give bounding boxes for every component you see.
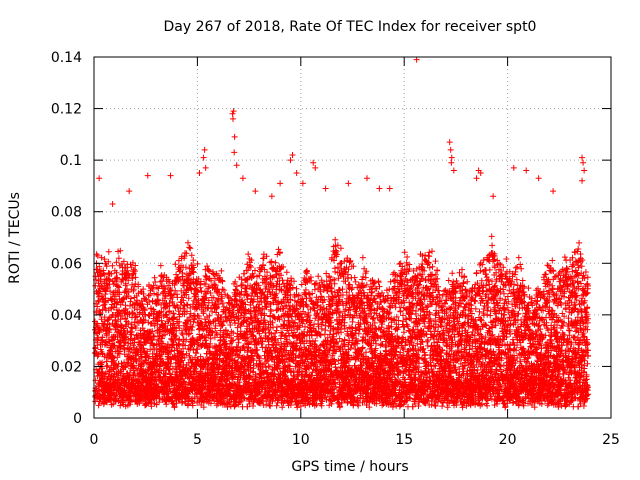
roti-outlier-point: [580, 159, 587, 166]
x-tick-label: 0: [90, 432, 99, 448]
roti-outlier-point: [448, 159, 455, 166]
roti-outlier-point: [231, 133, 238, 140]
chart-title: Day 267 of 2018, Rate Of TEC Index for r…: [164, 19, 537, 35]
roti-outlier-point: [231, 149, 238, 156]
roti-outlier-point: [447, 146, 454, 153]
y-tick-label: 0.08: [51, 205, 82, 221]
y-tick-label: 0: [73, 411, 82, 427]
y-axis-label: ROTI / TECUs: [7, 192, 23, 284]
x-tick-label: 10: [292, 432, 310, 448]
roti-outlier-point: [233, 162, 240, 169]
roti-outlier-point: [312, 164, 319, 171]
roti-outlier-point: [523, 167, 530, 174]
roti-outlier-point: [345, 180, 352, 187]
roti-outlier-point: [446, 139, 453, 146]
y-tick-label: 0.04: [51, 308, 82, 324]
roti-outlier-point: [201, 146, 208, 153]
roti-outlier-point: [126, 188, 133, 195]
y-tick-label: 0.14: [51, 50, 82, 66]
roti-outlier-point: [109, 200, 116, 207]
roti-outlier-point: [289, 151, 296, 158]
roti-outlier-point: [386, 185, 393, 192]
roti-outlier-point: [322, 185, 329, 192]
roti-outlier-point: [363, 175, 370, 182]
roti-outlier-point: [450, 167, 457, 174]
roti-outlier-point: [473, 175, 480, 182]
roti-outlier-point: [287, 157, 294, 164]
roti-outlier-point: [239, 175, 246, 182]
roti-outlier-point: [477, 170, 484, 177]
roti-outlier-point: [200, 154, 207, 161]
y-tick-label: 0.1: [60, 153, 82, 169]
roti-outlier-point: [299, 180, 306, 187]
roti-outlier-point: [376, 185, 383, 192]
roti-outlier-point: [196, 170, 203, 177]
x-tick-label: 25: [602, 432, 620, 448]
x-axis-label: GPS time / hours: [291, 459, 408, 475]
plot-frame: [93, 56, 612, 419]
roti-outlier-point: [448, 154, 455, 161]
roti-outlier-point: [579, 154, 586, 161]
roti-outlier-point: [535, 175, 542, 182]
roti-outlier-point: [202, 164, 209, 171]
y-tick-label: 0.06: [51, 256, 82, 272]
axis-ticks: 0 0.02 0.04 0.06 0.08 0.1 0.12 0.14 0 5 10 15 20 25: [51, 50, 620, 448]
roti-outlier-point: [268, 193, 275, 200]
roti-outlier-point: [413, 56, 420, 63]
x-tick-label: 20: [499, 432, 517, 448]
roti-outlier-point: [579, 177, 586, 184]
roti-outlier-point: [310, 159, 317, 166]
roti-outlier-point: [277, 180, 284, 187]
y-tick-label: 0.02: [51, 359, 82, 375]
y-tick-label: 0.12: [51, 102, 82, 118]
roti-outlier-point: [293, 170, 300, 177]
roti-outlier-point: [490, 193, 497, 200]
roti-outlier-point: [96, 175, 103, 182]
roti-outlier-point: [144, 172, 151, 179]
roti-outlier-point: [167, 172, 174, 179]
roti-outlier-point: [581, 167, 588, 174]
roti-points-band: [91, 233, 592, 411]
roti-outlier-point: [510, 164, 517, 171]
roti-outlier-point: [230, 108, 237, 115]
roti-outlier-point: [550, 188, 557, 195]
roti-outlier-point: [229, 110, 236, 117]
x-tick-label: 5: [193, 432, 202, 448]
roti-outlier-point: [252, 188, 259, 195]
roti-outlier-point: [229, 115, 236, 122]
data-points: [91, 56, 592, 411]
x-tick-label: 15: [395, 432, 413, 448]
